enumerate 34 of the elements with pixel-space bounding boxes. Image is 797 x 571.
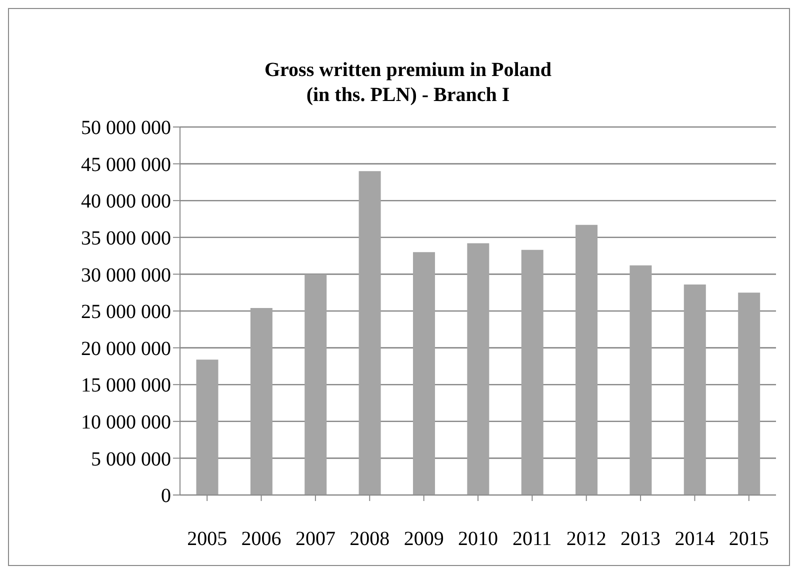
bar: [521, 250, 544, 495]
y-tick-label: 25 000 000: [81, 301, 171, 324]
y-tick-label: 50 000 000: [81, 117, 171, 140]
bar: [467, 243, 490, 495]
bar: [304, 274, 327, 495]
y-tick-label: 45 000 000: [81, 154, 171, 176]
x-tick-label: 2010: [458, 528, 498, 550]
x-tick-label: 2013: [620, 528, 661, 550]
x-tick-label: 2012: [566, 528, 606, 550]
bar: [196, 360, 218, 495]
x-tick-label: 2007: [295, 528, 336, 550]
bar: [684, 284, 706, 495]
y-tick-label: 10 000 000: [81, 412, 171, 434]
y-tick-label: 20 000 000: [81, 338, 171, 360]
x-tick-label: 2008: [350, 528, 390, 550]
y-tick-label: 40 000 000: [81, 190, 171, 213]
bar: [738, 292, 760, 495]
x-tick-label: 2015: [728, 528, 769, 550]
y-tick-label: 35 000 000: [81, 228, 171, 250]
bar: [250, 308, 272, 495]
y-tick-label: 15 000 000: [81, 374, 171, 397]
y-tick-label: 0: [161, 485, 171, 508]
x-tick-label: 2005: [187, 528, 228, 550]
bar: [630, 265, 652, 495]
chart-title: Gross written premium in Poland (in ths. PLN) - Branch I: [263, 58, 553, 108]
x-tick-label: 2006: [241, 528, 282, 550]
x-tick-label: 2014: [674, 528, 715, 550]
y-tick-label: 5 000 000: [91, 448, 171, 470]
bar: [412, 252, 435, 495]
bar: [358, 171, 381, 495]
bar: [576, 224, 598, 495]
x-tick-label: 2009: [404, 528, 444, 550]
y-tick-label: 30 000 000: [81, 264, 171, 286]
x-tick-label: 2011: [512, 528, 552, 550]
